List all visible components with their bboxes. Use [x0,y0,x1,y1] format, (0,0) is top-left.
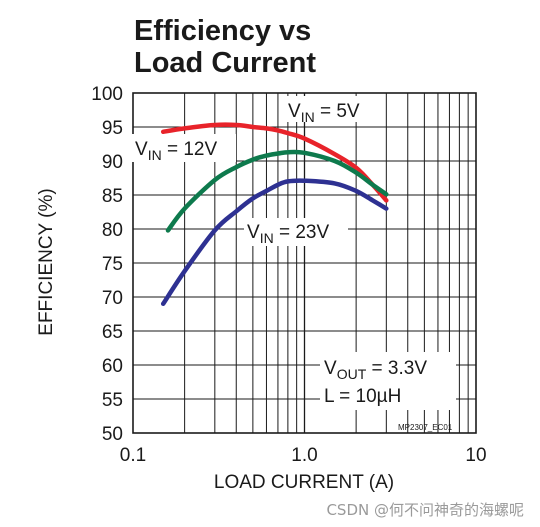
series-label-12v-sub: IN [148,147,162,163]
y-tick-label: 70 [102,288,123,309]
x-tick-label: 10 [465,445,486,466]
series-line-vin-12v [165,149,389,233]
y-tick-label: 95 [102,118,123,139]
series-label-12v-main: V [135,139,148,160]
series-label-5v-sub: IN [301,109,315,125]
conditions-annotation: VOUT = 3.3V L = 10µH [320,352,456,410]
y-tick-label: 60 [102,356,123,377]
vout-sub: OUT [337,366,367,382]
vout-rest: = 3.3V [366,358,427,379]
series-label-5v: VIN = 5V [283,96,375,125]
y-tick-label: 50 [102,424,123,445]
series-label-12v-rest: = 12V [162,139,218,160]
y-tick-labels: 50 55 60 65 70 75 80 85 90 95 100 [91,84,123,445]
y-tick-label: 55 [102,390,123,411]
series-label-23v-rest: = 23V [274,222,330,243]
chart-title-line-2: Load Current [134,47,316,79]
vout-main: V [324,358,337,379]
series-label-23v: VIN = 23V [244,218,348,246]
watermark: CSDN @何不问神奇的海螺呢 [326,501,524,519]
series-layer [160,122,389,307]
series-label-5v-main: V [288,101,301,122]
svg-text:VIN = 5V: VIN = 5V [288,101,360,125]
svg-text:VOUT = 3.3V: VOUT = 3.3V [324,358,427,382]
x-tick-labels: 0.1 1.0 10 [120,445,487,466]
y-tick-label: 90 [102,152,123,173]
x-tick-label: 1.0 [291,445,317,466]
chart-title-line-1: Efficiency vs [134,15,311,47]
series-label-5v-rest: = 5V [315,101,360,122]
series-line-vin-23v [160,178,389,307]
y-tick-label: 100 [91,84,123,105]
y-tick-label: 65 [102,322,123,343]
x-tick-label: 0.1 [120,445,146,466]
y-axis-label: EFFICIENCY (%) [36,188,57,335]
y-tick-label: 75 [102,254,123,275]
series-line-vin-5v [160,122,389,203]
svg-text:VIN = 12V: VIN = 12V [135,139,217,163]
plot-frame [132,92,477,434]
y-tick-label: 80 [102,220,123,241]
svg-text:VIN = 23V: VIN = 23V [247,222,329,246]
y-tick-label: 85 [102,186,123,207]
x-axis-label: LOAD CURRENT (A) [214,472,394,493]
series-label-23v-sub: IN [260,230,274,246]
series-label-23v-main: V [247,222,260,243]
series-label-12v: VIN = 12V [132,134,236,163]
inductance-label: L = 10µH [324,386,401,407]
figure-code: MP2307_EC01 [398,423,453,432]
